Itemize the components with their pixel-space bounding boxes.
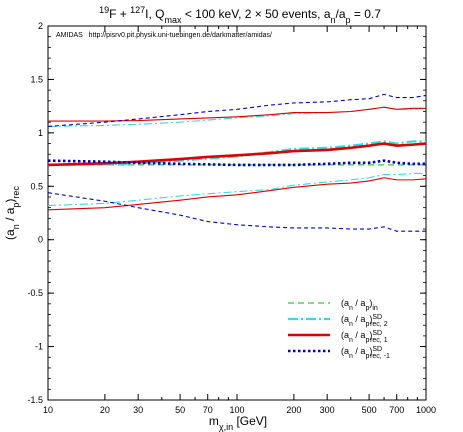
series-line-rec2_lower — [47, 172, 426, 207]
x-tick-label: 100 — [229, 405, 244, 415]
legend: (an / ap)in (an / ap)SD rec, 2 (an / ap)SD r… — [288, 298, 390, 360]
axis-ticks: 10 20 30 50 70 100 200 300 500 700 1000-1.5-1-0.50… — [27, 21, 436, 415]
chart-title: 19F + 127I, Qmax < 100 keV, 2 × 50 event… — [99, 5, 381, 25]
y-tick-label: 1 — [38, 128, 43, 138]
series-line-recm1_upper — [47, 93, 427, 127]
series-line-recm1_lower — [47, 192, 426, 232]
x-tick-label: 300 — [320, 405, 335, 415]
series-line-rec1_lower — [47, 177, 427, 211]
x-tick-label: 10 — [43, 405, 53, 415]
series-group — [47, 93, 427, 232]
x-tick-label: 20 — [100, 405, 110, 415]
x-tick-label: 500 — [362, 405, 377, 415]
y-tick-label: -1.5 — [27, 395, 43, 405]
legend-label-rec2: (an / ap)SD rec, 2 — [341, 314, 388, 328]
y-axis-label: (an / ap)rec — [3, 186, 21, 240]
x-tick-label: 1000 — [416, 405, 436, 415]
y-tick-label: 0.5 — [30, 181, 43, 191]
series-line-rec1_upper — [48, 106, 426, 122]
y-tick-label: -1 — [35, 342, 43, 352]
plot-frame — [47, 25, 427, 401]
x-tick-label: 30 — [133, 405, 143, 415]
series-line-rec2_upper — [47, 106, 427, 127]
y-tick-label: -0.5 — [27, 288, 43, 298]
series-line-rec1 — [47, 142, 427, 167]
x-tick-label: 200 — [286, 405, 301, 415]
legend-label-input: (an / ap)in — [341, 298, 378, 312]
x-tick-label: 700 — [389, 405, 404, 415]
legend-label-rec1: (an / ap)SD rec, 1 — [341, 330, 388, 344]
x-tick-label: 50 — [175, 405, 185, 415]
y-tick-label: 0 — [38, 235, 43, 245]
series-line-recm1 — [47, 159, 426, 167]
amidas-annotation: AMIDAS http://pisrv0.pit.physik.uni-tueb… — [56, 32, 272, 39]
series-line-rec2 — [47, 140, 426, 167]
x-tick-label: 70 — [203, 405, 213, 415]
y-tick-label: 2 — [38, 21, 43, 31]
y-tick-label: 1.5 — [30, 74, 43, 84]
x-axis-label: mχ,in [GeV] — [209, 414, 267, 432]
legend-label-recm1: (an / ap)SD rec, -1 — [341, 346, 390, 360]
